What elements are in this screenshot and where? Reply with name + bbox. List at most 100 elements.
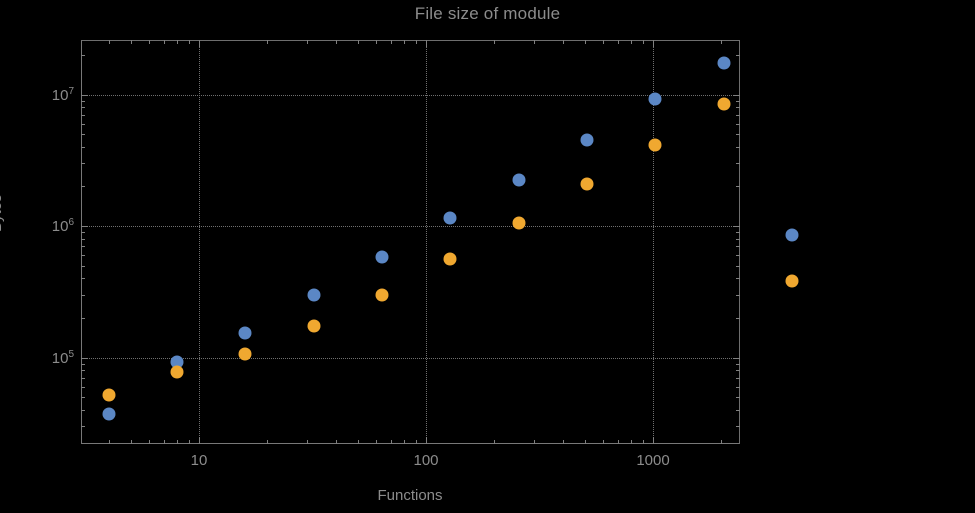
x-axis-tick	[534, 40, 536, 44]
y-axis-tick	[736, 232, 740, 234]
x-axis-tick	[148, 440, 150, 444]
y-axis-tick	[81, 94, 88, 96]
y-axis-tick	[736, 265, 740, 267]
y-axis-tick	[736, 238, 740, 240]
y-axis-tick	[81, 357, 88, 359]
x-axis-tick	[390, 40, 392, 44]
y-axis-tick	[81, 54, 85, 56]
chart-title: File size of module	[414, 4, 561, 23]
y-axis-tick	[736, 54, 740, 56]
x-tick-label: 1000	[636, 452, 670, 469]
y-axis-tick	[81, 114, 85, 116]
y-axis-tick	[736, 114, 740, 116]
x-axis-tick	[148, 40, 150, 44]
y-axis-tick	[736, 107, 740, 109]
y-axis-tick	[81, 255, 85, 257]
x-axis-tick	[653, 40, 654, 47]
y-axis-tick	[736, 426, 740, 428]
y-axis-tick	[736, 317, 740, 319]
x-axis-tick	[584, 40, 586, 44]
x-axis-tick	[415, 440, 417, 444]
y-axis-tick	[81, 386, 85, 388]
data-point-blue	[238, 326, 252, 340]
x-axis-tick	[617, 40, 619, 44]
data-point-orange	[102, 388, 116, 402]
data-point-blue	[375, 250, 389, 264]
plot-frame	[81, 40, 740, 444]
x-gridline	[653, 40, 654, 444]
y-axis-tick	[733, 357, 740, 359]
y-axis-tick	[81, 409, 85, 411]
y-axis-tick	[736, 294, 740, 296]
y-axis-title: Bytes	[0, 194, 5, 232]
y-axis-tick	[81, 246, 85, 248]
data-point-orange	[307, 319, 321, 333]
data-point-orange	[443, 252, 457, 266]
x-axis-tick	[721, 440, 723, 444]
y-axis-tick	[81, 107, 85, 109]
y-axis-tick	[81, 134, 85, 136]
x-axis-tick	[404, 440, 405, 444]
y-axis-tick	[733, 94, 740, 96]
y-axis-tick	[736, 386, 740, 388]
y-axis-tick	[736, 255, 740, 257]
x-axis-tick	[653, 437, 654, 444]
x-axis-tick	[130, 440, 132, 444]
x-tick-label: 100	[413, 452, 439, 469]
data-point-blue	[785, 228, 799, 242]
y-axis-tick	[81, 265, 85, 267]
y-axis-tick	[81, 100, 85, 102]
x-axis-tick	[494, 440, 496, 444]
x-axis-tick	[335, 40, 337, 44]
data-point-blue	[648, 92, 662, 106]
data-point-blue	[512, 173, 526, 187]
x-axis-tick	[602, 440, 604, 444]
x-axis-tick	[108, 440, 110, 444]
y-axis-tick	[736, 146, 740, 148]
y-tick-label: 105	[51, 348, 74, 367]
y-axis-tick	[81, 238, 85, 240]
x-axis-tick	[426, 437, 427, 444]
x-axis-tick	[188, 40, 190, 44]
y-axis-tick	[736, 363, 740, 365]
data-point-orange	[717, 97, 731, 111]
y-axis-tick	[81, 278, 85, 280]
x-axis-tick	[631, 40, 632, 44]
x-tick-label: 10	[190, 452, 208, 469]
data-point-orange	[170, 365, 184, 379]
y-axis-tick	[81, 370, 85, 372]
data-point-orange	[512, 216, 526, 230]
x-gridline	[199, 40, 200, 444]
x-axis-tick	[199, 40, 200, 47]
x-axis-tick	[267, 440, 269, 444]
y-axis-tick	[81, 123, 85, 125]
y-axis-tick	[81, 363, 85, 365]
y-axis-tick	[736, 278, 740, 280]
y-axis-tick	[81, 232, 85, 234]
data-point-blue	[307, 288, 321, 302]
x-axis-tick	[357, 440, 359, 444]
data-point-blue	[580, 133, 594, 147]
x-axis-tick	[163, 40, 165, 44]
x-axis-tick	[602, 40, 604, 44]
y-axis-tick	[81, 426, 85, 428]
x-axis-tick	[108, 40, 110, 44]
x-axis-title: Functions	[377, 487, 443, 504]
x-axis-tick	[562, 440, 564, 444]
data-point-blue	[102, 407, 116, 421]
y-axis-tick	[81, 377, 85, 379]
y-axis-tick	[736, 370, 740, 372]
x-axis-tick	[375, 440, 377, 444]
y-tick-label: 106	[51, 217, 74, 235]
y-axis-tick	[81, 186, 85, 188]
x-axis-tick	[177, 440, 178, 444]
y-axis-tick	[81, 294, 85, 296]
y-gridline	[81, 357, 740, 359]
y-axis-tick	[736, 377, 740, 379]
x-axis-tick	[642, 440, 644, 444]
x-axis-tick	[163, 440, 165, 444]
x-axis-tick	[404, 40, 405, 44]
y-axis-tick	[733, 226, 740, 227]
x-axis-tick	[534, 440, 536, 444]
